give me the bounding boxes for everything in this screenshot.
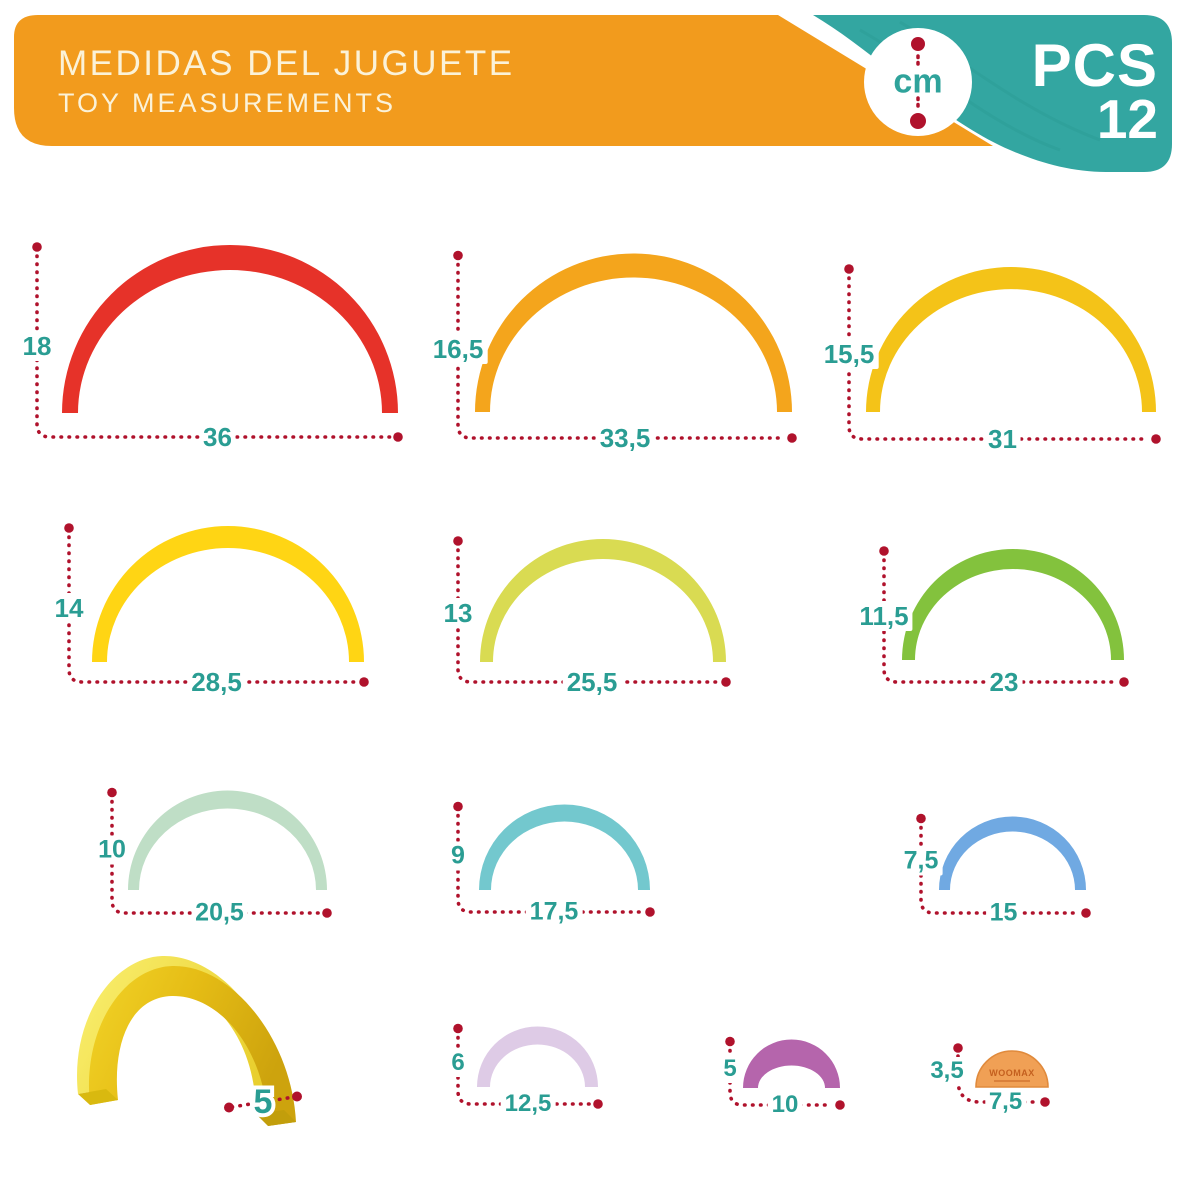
cm-badge-bottom-dot: [910, 113, 926, 129]
mint-arch-dim-dot-right: [322, 908, 332, 918]
gold-arch-dim-line: [847, 276, 1150, 441]
green-arch-height-label: 11,5: [855, 600, 913, 631]
gold-arch-width-label: 31: [984, 424, 1021, 454]
pcs-label: PCS: [1031, 32, 1158, 99]
yellow-arch-width-label: 28,5: [187, 667, 246, 697]
yellow-arch-dim-dot-right: [359, 677, 369, 687]
chartreuse-arch-shape: [480, 539, 726, 662]
lavender-arch-height-label: 6: [447, 1048, 469, 1077]
mint-arch-dim-dot-top: [107, 787, 117, 798]
lavender-arch-width-label: 12,5: [500, 1090, 556, 1118]
arch-3d-right-foot: [256, 1110, 296, 1126]
green-arch-dim-dot-top: [879, 546, 889, 556]
lavender-arch-dim-dot-right: [593, 1099, 603, 1109]
orange-half-disc-width-label: 7,5: [984, 1088, 1027, 1116]
yellow-arch-height-label: 14: [50, 592, 88, 623]
arch-3d-left-foot: [78, 1089, 118, 1105]
purple-arch-dim-line: [728, 1048, 834, 1107]
lavender-arch-dim-line: [456, 1035, 592, 1106]
blue-arch-dim-dot-top: [916, 813, 926, 824]
chartreuse-arch-dim-dot-top: [453, 536, 463, 546]
orange-half-disc-dim-dot-right: [1040, 1097, 1050, 1107]
purple-arch-dim-dot-right: [835, 1100, 845, 1110]
mint-arch-width-label: 20,5: [191, 898, 248, 928]
blue-arch-shape: [939, 816, 1086, 890]
purple-arch-width-label: 10: [767, 1091, 803, 1119]
cyan-arch-height-label: 9: [447, 841, 469, 871]
red-arch-dim-line: [35, 254, 392, 439]
title-en: TOY MEASUREMENTS: [58, 88, 397, 118]
chartreuse-arch-width-label: 25,5: [562, 667, 622, 697]
brand-logo: WOOMAX: [989, 1068, 1035, 1078]
depth-dim-dot-left: [224, 1102, 234, 1113]
arch-3d-front-face: [88, 965, 297, 1126]
arch-3d-view: 5: [77, 955, 302, 1126]
lavender-arch-shape: [477, 1026, 598, 1087]
depth-dim-dot-right: [292, 1091, 302, 1102]
orange-arch-dim-dot-top: [453, 250, 463, 261]
pcs-count: 12: [1096, 88, 1158, 150]
red-arch-dim-dot-top: [32, 242, 42, 252]
orange-half-disc-shape: [975, 1050, 1049, 1088]
cyan-arch-width-label: 17,5: [525, 897, 583, 927]
chartreuse-arch-dim-line: [456, 548, 720, 684]
purple-arch-dim-dot-top: [725, 1036, 735, 1047]
green-arch-dim-line: [882, 558, 1118, 684]
red-arch-height-label: 18: [18, 330, 56, 361]
chartreuse-arch-dim-dot-right: [721, 677, 731, 687]
orange-arch-dim-dot-right: [787, 433, 797, 443]
cm-unit-label: cm: [893, 62, 943, 101]
gold-arch-dim-dot-right: [1151, 434, 1161, 444]
gold-arch-shape: [866, 267, 1156, 412]
blue-arch-dim-dot-right: [1081, 908, 1091, 918]
red-arch-shape: [62, 245, 398, 413]
red-arch-width-label: 36: [199, 422, 236, 452]
red-arch-dim-dot-right: [393, 432, 403, 442]
title-es: MEDIDAS DEL JUGUETE: [58, 44, 515, 83]
orange-arch-width-label: 33,5: [595, 423, 655, 453]
orange-half-disc-height-label: 3,5: [926, 1057, 968, 1085]
depth-label: 5: [254, 1083, 273, 1121]
yellow-arch-dim-line: [67, 535, 358, 684]
yellow-arch-shape: [92, 526, 364, 662]
mint-arch-shape: [128, 790, 327, 890]
yellow-arch-dim-dot-top: [64, 523, 74, 533]
cyan-arch-shape: [479, 804, 650, 890]
orange-arch-shape: [475, 253, 792, 412]
blue-arch-dim-line: [919, 825, 1080, 915]
green-arch-dim-dot-right: [1119, 677, 1129, 687]
purple-arch-shape: [743, 1039, 840, 1088]
orange-arch-dim-line: [456, 262, 786, 440]
cyan-arch-dim-dot-top: [453, 801, 463, 812]
green-arch-width-label: 23: [985, 667, 1023, 697]
purple-arch-height-label: 5: [719, 1054, 741, 1083]
blue-arch-height-label: 7,5: [899, 846, 943, 876]
mint-arch-dim-line: [110, 799, 321, 915]
green-arch-shape: [902, 549, 1124, 660]
depth-dim-line: [230, 1095, 296, 1109]
cyan-arch-dim-line: [456, 813, 644, 914]
orange-half-disc-dim-dot-top: [953, 1043, 963, 1053]
gold-arch-height-label: 15,5: [819, 339, 879, 369]
header-band: [14, 15, 993, 146]
cyan-arch-dim-dot-right: [645, 907, 655, 917]
header-graphics: [14, 15, 1172, 172]
blue-arch-width-label: 15: [985, 898, 1022, 928]
cm-badge-top-dot: [911, 37, 925, 51]
chartreuse-arch-height-label: 13: [439, 597, 477, 628]
lavender-arch-dim-dot-top: [453, 1023, 463, 1034]
mint-arch-height-label: 10: [94, 835, 130, 865]
orange-arch-height-label: 16,5: [428, 333, 488, 364]
gold-arch-dim-dot-top: [844, 264, 854, 274]
cm-badge: [864, 28, 972, 136]
